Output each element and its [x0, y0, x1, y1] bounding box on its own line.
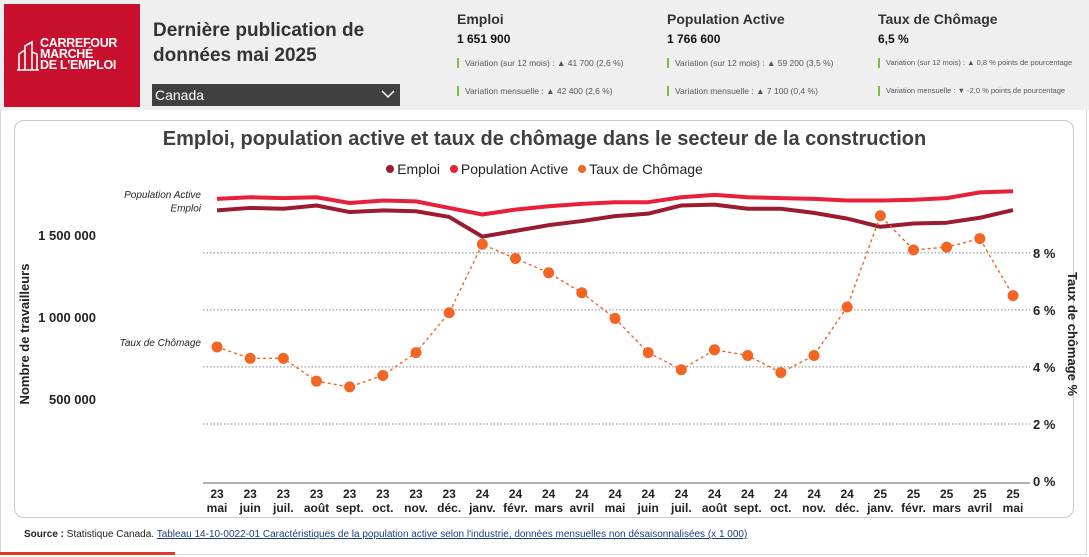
legend-label: Taux de Chômage [589, 161, 703, 177]
kpi-title: Population Active [667, 11, 785, 27]
kpi-title: Taux de Chômage [878, 11, 998, 27]
logo-text: CARREFOUR MARCHÉ DE L'EMPLOI [40, 36, 118, 72]
source-label: Source : [24, 529, 65, 540]
source-text: Statistique Canada. [66, 529, 155, 540]
chart-panel [14, 120, 1074, 518]
legend-swatch [386, 165, 395, 173]
building-icon [17, 40, 39, 71]
source-link[interactable]: Tableau 14-10-0022-01 Caractéristiques d… [156, 529, 748, 540]
chevron-down-icon [381, 90, 395, 99]
kpi-value: 1 766 600 [667, 32, 721, 46]
publication-title: Dernière publication de données mai 2025 [153, 20, 365, 66]
legend-item-taux-chomage[interactable]: Taux de Chômage [578, 161, 703, 177]
accent-bar [0, 552, 175, 555]
legend-swatch [449, 165, 458, 173]
legend-swatch [578, 165, 587, 173]
kpi-monthly-change: Variation mensuelle : ▲ 42 400 (2,6 %) [457, 86, 613, 96]
kpi-emploi: Emploi 1 651 900 Variation (sur 12 mois)… [457, 11, 624, 96]
legend-item-population-active[interactable]: Population Active [449, 161, 569, 177]
kpi-value: 6,5 % [878, 32, 909, 46]
source-note: Source : Statistique Canada. Tableau 14-… [24, 529, 747, 540]
region-select-value: Canada [155, 87, 205, 103]
brand-logo[interactable]: CARREFOUR MARCHÉ DE L'EMPLOI [4, 4, 140, 107]
kpi-taux-chomage: Taux de Chômage 6,5 % Variation (sur 12 … [878, 11, 1072, 96]
chart-legend: Emploi Population Active Taux de Chômage [0, 161, 1089, 177]
legend-label: Emploi [397, 161, 440, 177]
kpi-monthly-change: Variation mensuelle : ▲ 7 100 (0,4 %) [667, 86, 818, 96]
legend-item-emploi[interactable]: Emploi [386, 161, 440, 177]
kpi-annual-change: Variation (sur 12 mois) : ▲ 0,8 % points… [878, 58, 1072, 68]
chart-title: Emploi, population active et taux de chô… [162, 128, 927, 150]
kpi-population-active: Population Active 1 766 600 Variation (s… [667, 11, 834, 96]
kpi-annual-change: Variation (sur 12 mois) : ▲ 41 700 (2,6 … [457, 58, 624, 68]
kpi-monthly-change: Variation mensuelle : ▼ -2,0 % points de… [878, 86, 1065, 96]
kpi-annual-change: Variation (sur 12 mois) : ▲ 59 200 (3,5 … [667, 58, 834, 68]
legend-label: Population Active [460, 161, 569, 177]
kpi-value: 1 651 900 [457, 32, 511, 46]
region-select[interactable]: Canada [152, 84, 400, 106]
kpi-title: Emploi [457, 11, 504, 27]
